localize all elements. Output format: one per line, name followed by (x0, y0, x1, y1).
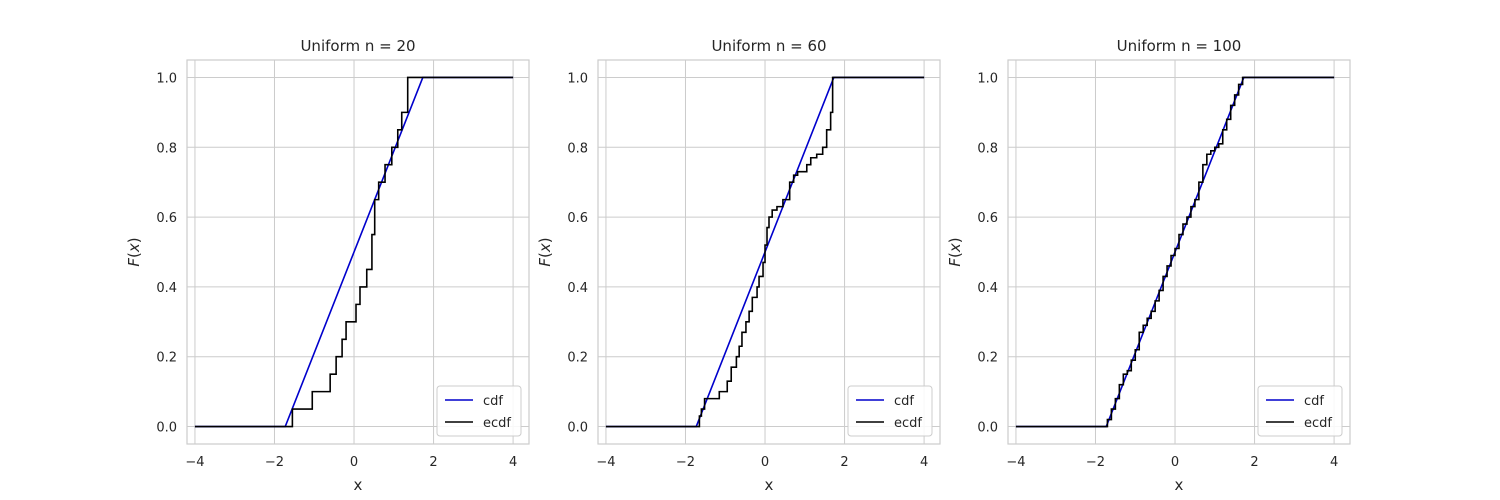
subplot-1: −4 −2 0 2 4 0.0 0.2 0.4 0.6 0.8 1.0 Uniform n = 20 x… (125, 37, 530, 494)
legend-label-ecdf: ecdf (1304, 416, 1332, 431)
legend-label-cdf: cdf (1304, 394, 1324, 409)
legend-label-cdf: cdf (894, 394, 914, 409)
y-axis-label: F(x) (125, 237, 143, 266)
legend-box (847, 385, 933, 437)
axes-frame (1007, 59, 1351, 445)
y-tick-label: 0.6 (977, 211, 998, 226)
y-tick-label: 0.2 (977, 351, 998, 366)
x-axis-label: x (1175, 476, 1184, 494)
y-tick-label: 1.0 (567, 71, 588, 86)
y-tick-label: 0.4 (567, 281, 588, 296)
y-tick-label: 0.8 (156, 141, 177, 156)
x-tick-label: −2 (1086, 455, 1105, 470)
x-tick-label: −2 (676, 455, 695, 470)
legend: cdf ecdf (847, 385, 933, 437)
x-tick-label: 0 (761, 455, 769, 470)
y-tick-label: 0.2 (156, 351, 177, 366)
subplot-3: −4 −2 0 2 4 0.0 0.2 0.4 0.6 0.8 1.0 Uniform n = 100… (946, 37, 1351, 494)
y-axis-label: F(x) (536, 237, 554, 266)
y-tick-label: 0.8 (567, 141, 588, 156)
x-tick-label: 4 (920, 455, 928, 470)
axes-frame (186, 59, 530, 445)
x-tick-label: 4 (509, 455, 517, 470)
x-tick-label: −4 (1006, 455, 1025, 470)
x-tick-label: −2 (265, 455, 284, 470)
x-tick-label: 2 (840, 455, 848, 470)
legend: cdf ecdf (1257, 385, 1343, 437)
x-tick-label: 2 (1250, 455, 1258, 470)
chart-title: Uniform n = 100 (1117, 37, 1242, 55)
y-axis-label: F(x) (946, 237, 964, 266)
legend: cdf ecdf (436, 385, 522, 437)
x-tick-label: −4 (596, 455, 615, 470)
y-tick-label: 0.0 (977, 421, 998, 436)
y-tick-label: 0.4 (977, 281, 998, 296)
y-tick-label: 0.2 (567, 351, 588, 366)
series-ecdf-line (194, 76, 514, 428)
legend-box (436, 385, 522, 437)
x-axis-label: x (765, 476, 774, 494)
y-tick-label: 0.6 (567, 211, 588, 226)
x-axis-label: x (354, 476, 363, 494)
x-tick-label: 0 (1171, 455, 1179, 470)
x-tick-label: 2 (429, 455, 437, 470)
y-tick-label: 1.0 (977, 71, 998, 86)
y-tick-label: 0.6 (156, 211, 177, 226)
legend-box (1257, 385, 1343, 437)
chart-title: Uniform n = 20 (300, 37, 415, 55)
y-tick-label: 0.0 (156, 421, 177, 436)
legend-label-cdf: cdf (483, 394, 503, 409)
x-tick-label: 0 (350, 455, 358, 470)
series-ecdf-line (605, 76, 925, 428)
legend-label-ecdf: ecdf (483, 416, 511, 431)
y-tick-label: 0.0 (567, 421, 588, 436)
chart-title: Uniform n = 60 (711, 37, 826, 55)
series-ecdf-line (1015, 76, 1335, 428)
y-tick-label: 0.4 (156, 281, 177, 296)
axes-frame (597, 59, 941, 445)
subplot-2: −4 −2 0 2 4 0.0 0.2 0.4 0.6 0.8 1.0 Uniform n = 60 x… (536, 37, 941, 494)
legend-label-ecdf: ecdf (894, 416, 922, 431)
y-tick-label: 1.0 (156, 71, 177, 86)
x-tick-label: −4 (185, 455, 204, 470)
x-tick-label: 4 (1330, 455, 1338, 470)
y-tick-label: 0.8 (977, 141, 998, 156)
